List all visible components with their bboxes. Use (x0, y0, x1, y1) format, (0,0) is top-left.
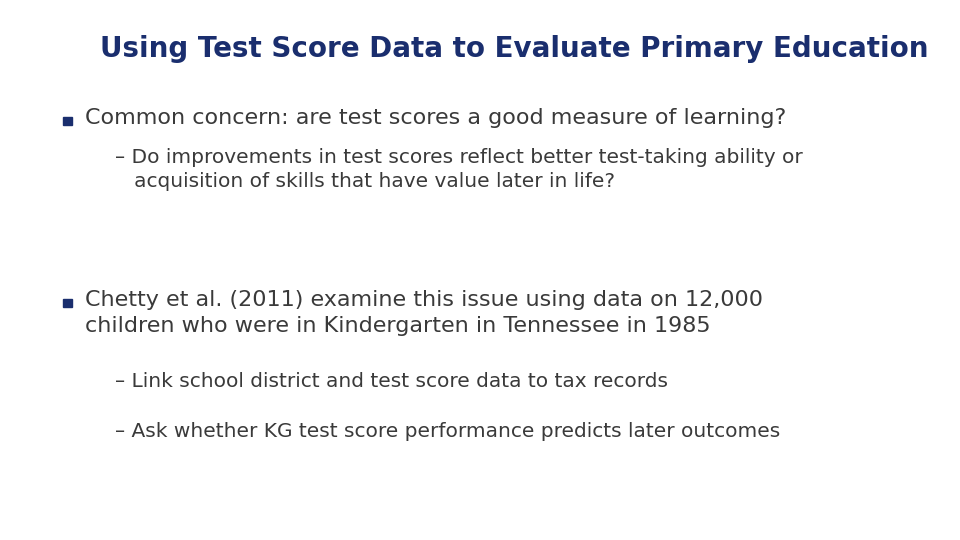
Bar (63, 299, 71, 307)
Text: – Link school district and test score data to tax records: – Link school district and test score da… (115, 372, 668, 391)
Text: Chetty et al. (2011) examine this issue using data on 12,000: Chetty et al. (2011) examine this issue … (85, 290, 763, 310)
Text: Using Test Score Data to Evaluate Primary Education: Using Test Score Data to Evaluate Primar… (100, 35, 928, 63)
Text: – Ask whether KG test score performance predicts later outcomes: – Ask whether KG test score performance … (115, 422, 780, 441)
Bar (63, 117, 71, 125)
Text: acquisition of skills that have value later in life?: acquisition of skills that have value la… (115, 172, 615, 191)
Text: children who were in Kindergarten in Tennessee in 1985: children who were in Kindergarten in Ten… (85, 316, 710, 336)
Text: Common concern: are test scores a good measure of learning?: Common concern: are test scores a good m… (85, 108, 786, 128)
Text: – Do improvements in test scores reflect better test-taking ability or: – Do improvements in test scores reflect… (115, 148, 803, 167)
